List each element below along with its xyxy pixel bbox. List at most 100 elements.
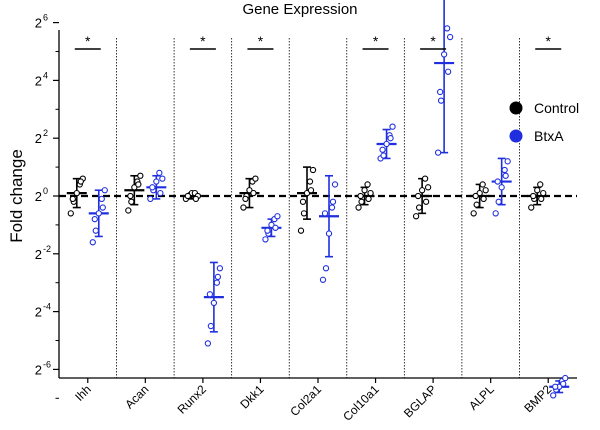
significance-star: * <box>85 33 91 49</box>
data-point-control <box>365 195 372 203</box>
data-point-btxa <box>322 265 330 272</box>
data-point-btxa <box>321 210 329 217</box>
data-point-btxa <box>379 146 386 153</box>
data-point-control <box>192 195 200 203</box>
significance-star: * <box>430 33 436 49</box>
data-point-control <box>367 189 374 197</box>
data-point-btxa <box>262 236 269 243</box>
data-point-btxa <box>492 210 499 217</box>
legend: Control BtxA <box>509 100 579 144</box>
data-point-btxa <box>434 149 442 156</box>
legend-marker-btxa <box>509 129 523 143</box>
data-point-btxa <box>156 169 163 177</box>
data-point-control <box>538 195 545 203</box>
data-point-control <box>125 207 132 214</box>
data-point-control <box>358 198 365 205</box>
data-point-control <box>530 192 537 200</box>
y-tick-exponent: -4 <box>43 302 51 312</box>
data-point-btxa <box>147 195 154 203</box>
data-point-btxa <box>325 230 333 237</box>
x-tick-label: Ihh <box>72 382 94 404</box>
data-point-btxa <box>206 291 214 298</box>
data-point-control <box>482 187 489 194</box>
data-point-btxa <box>446 33 454 41</box>
category-separators <box>116 38 520 378</box>
data-point-control <box>414 192 422 200</box>
data-point-btxa <box>207 322 215 330</box>
y-tick-exponent: 2 <box>43 128 48 138</box>
data-point-control <box>479 181 486 188</box>
data-point-control <box>534 187 541 194</box>
data-point-btxa <box>319 276 327 283</box>
data-point-control <box>415 204 423 211</box>
data-point-btxa <box>153 178 160 185</box>
data-point-control <box>470 210 477 217</box>
data-point-btxa <box>264 227 271 234</box>
data-point-btxa <box>560 380 567 387</box>
data-point-btxa <box>329 198 337 205</box>
data-point-btxa <box>440 51 448 58</box>
data-point-btxa <box>213 279 221 286</box>
significance-markers: * * * * * * <box>74 33 562 50</box>
data-point-btxa <box>494 178 501 185</box>
data-point-btxa <box>328 204 336 211</box>
data-point-btxa <box>444 68 452 75</box>
data-point-control <box>355 204 362 211</box>
data-point-control <box>252 175 259 182</box>
chart-title: Gene Expression <box>242 1 357 18</box>
data-point-control <box>127 192 134 200</box>
data-point-btxa <box>204 340 212 347</box>
data-point-btxa <box>389 123 396 130</box>
data-point-control <box>309 166 317 174</box>
data-point-control <box>240 204 247 211</box>
data-point-btxa <box>501 166 508 174</box>
data-point-control <box>306 178 314 185</box>
data-point-control <box>540 189 547 197</box>
data-point-btxa <box>437 97 445 104</box>
data-point-btxa <box>95 210 102 217</box>
data-points <box>67 25 569 399</box>
x-tick-label: Col10a1 <box>340 382 382 424</box>
data-point-btxa <box>159 175 166 182</box>
data-point-btxa <box>383 140 390 148</box>
data-point-btxa <box>504 158 511 165</box>
data-point-btxa <box>380 152 387 159</box>
data-point-btxa <box>331 181 339 188</box>
x-tick-labels: Ihh Acan Runx2 Dkk1 Col2a1 Col10a1 BGLAP ALPL BM… <box>72 378 555 424</box>
data-point-control <box>184 192 192 200</box>
data-point-btxa <box>550 392 557 399</box>
data-point-btxa <box>214 273 222 281</box>
y-tick-exponent: -6 <box>43 359 51 369</box>
data-point-control <box>480 195 487 203</box>
data-point-control <box>528 204 535 211</box>
data-point-control <box>412 213 420 220</box>
data-point-control <box>299 198 307 205</box>
data-point-control <box>128 198 135 205</box>
data-point-control <box>418 187 426 194</box>
data-point-btxa <box>149 184 156 191</box>
data-point-control <box>73 189 80 197</box>
x-tick-label: Acan <box>122 382 151 411</box>
data-point-control <box>300 210 308 217</box>
legend-label-btxa: BtxA <box>534 128 564 144</box>
data-point-control <box>361 187 368 194</box>
data-point-btxa <box>210 299 218 307</box>
data-point-btxa <box>495 198 502 205</box>
significance-star: * <box>258 33 264 49</box>
y-axis-title: Fold change <box>7 149 26 243</box>
y-tick-label: 2 <box>35 362 42 377</box>
data-point-control <box>424 184 432 191</box>
y-tick-label: 2 <box>35 247 42 262</box>
data-point-btxa <box>443 25 451 32</box>
data-point-control <box>357 192 364 200</box>
data-point-control <box>364 181 371 188</box>
data-point-control <box>473 201 480 208</box>
y-tick-label: 2 <box>35 16 42 31</box>
legend-label-control: Control <box>534 100 579 116</box>
data-point-control <box>135 181 142 188</box>
data-point-control <box>472 192 479 200</box>
data-point-btxa <box>89 239 96 246</box>
data-point-control <box>297 227 305 234</box>
x-tick-label: BGLAP <box>401 382 439 420</box>
